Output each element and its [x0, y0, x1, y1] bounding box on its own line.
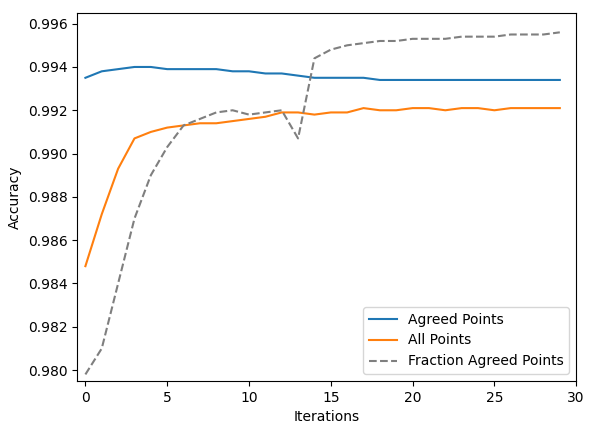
Agreed Points [377, 77, 384, 83]
All Points [163, 125, 170, 130]
Agreed Points [491, 77, 498, 83]
Fraction Agreed Points [197, 116, 204, 122]
All Points [327, 110, 334, 115]
All Points [523, 106, 530, 111]
Fraction Agreed Points [475, 34, 482, 39]
Agreed Points [311, 75, 318, 80]
Agreed Points [197, 67, 204, 72]
All Points [458, 106, 465, 111]
Agreed Points [163, 67, 170, 72]
All Points [360, 106, 367, 111]
Fraction Agreed Points [82, 372, 89, 377]
Agreed Points [475, 77, 482, 83]
Line: All Points: All Points [86, 108, 560, 266]
Agreed Points [556, 77, 563, 83]
Agreed Points [229, 69, 236, 74]
All Points [425, 106, 432, 111]
All Points [229, 119, 236, 124]
Agreed Points [393, 77, 400, 83]
All Points [295, 110, 302, 115]
Fraction Agreed Points [213, 110, 220, 115]
Line: Fraction Agreed Points: Fraction Agreed Points [86, 33, 560, 375]
Agreed Points [507, 77, 514, 83]
Fraction Agreed Points [409, 36, 416, 42]
Fraction Agreed Points [147, 172, 154, 178]
Agreed Points [180, 67, 187, 72]
Agreed Points [262, 71, 269, 76]
Fraction Agreed Points [507, 32, 514, 37]
Fraction Agreed Points [115, 281, 122, 286]
Fraction Agreed Points [311, 56, 318, 61]
Fraction Agreed Points [229, 108, 236, 113]
Fraction Agreed Points [491, 34, 498, 39]
Fraction Agreed Points [295, 136, 302, 141]
Agreed Points [442, 77, 449, 83]
Fraction Agreed Points [163, 145, 170, 150]
All Points [278, 110, 285, 115]
Y-axis label: Accuracy: Accuracy [8, 165, 22, 229]
All Points [147, 129, 154, 134]
All Points [540, 106, 547, 111]
Fraction Agreed Points [458, 34, 465, 39]
Agreed Points [115, 67, 122, 72]
All Points [98, 211, 105, 217]
All Points [245, 116, 252, 122]
All Points [311, 112, 318, 117]
Agreed Points [82, 75, 89, 80]
All Points [262, 114, 269, 119]
Agreed Points [278, 71, 285, 76]
All Points [442, 108, 449, 113]
Fraction Agreed Points [425, 36, 432, 42]
All Points [556, 106, 563, 111]
Fraction Agreed Points [131, 216, 138, 221]
Agreed Points [213, 67, 220, 72]
Fraction Agreed Points [98, 346, 105, 351]
Agreed Points [245, 69, 252, 74]
Fraction Agreed Points [540, 32, 547, 37]
Agreed Points [295, 73, 302, 78]
All Points [393, 108, 400, 113]
All Points [213, 121, 220, 126]
Fraction Agreed Points [377, 39, 384, 44]
All Points [475, 106, 482, 111]
All Points [491, 108, 498, 113]
Fraction Agreed Points [360, 41, 367, 46]
Agreed Points [540, 77, 547, 83]
Legend: Agreed Points, All Points, Fraction Agreed Points: Agreed Points, All Points, Fraction Agre… [364, 307, 569, 374]
All Points [131, 136, 138, 141]
All Points [507, 106, 514, 111]
Agreed Points [131, 64, 138, 69]
Fraction Agreed Points [343, 43, 350, 48]
Agreed Points [425, 77, 432, 83]
Line: Agreed Points: Agreed Points [86, 67, 560, 80]
Fraction Agreed Points [262, 110, 269, 115]
Agreed Points [98, 69, 105, 74]
Fraction Agreed Points [523, 32, 530, 37]
Fraction Agreed Points [245, 112, 252, 117]
Fraction Agreed Points [278, 108, 285, 113]
All Points [180, 123, 187, 128]
Agreed Points [360, 75, 367, 80]
Agreed Points [147, 64, 154, 69]
X-axis label: Iterations: Iterations [293, 410, 360, 424]
Fraction Agreed Points [442, 36, 449, 42]
Fraction Agreed Points [556, 30, 563, 35]
Fraction Agreed Points [393, 39, 400, 44]
All Points [115, 166, 122, 171]
Fraction Agreed Points [180, 123, 187, 128]
All Points [409, 106, 416, 111]
All Points [82, 264, 89, 269]
All Points [377, 108, 384, 113]
All Points [343, 110, 350, 115]
Agreed Points [343, 75, 350, 80]
Agreed Points [409, 77, 416, 83]
Agreed Points [327, 75, 334, 80]
Agreed Points [458, 77, 465, 83]
Fraction Agreed Points [327, 47, 334, 52]
All Points [197, 121, 204, 126]
Agreed Points [523, 77, 530, 83]
